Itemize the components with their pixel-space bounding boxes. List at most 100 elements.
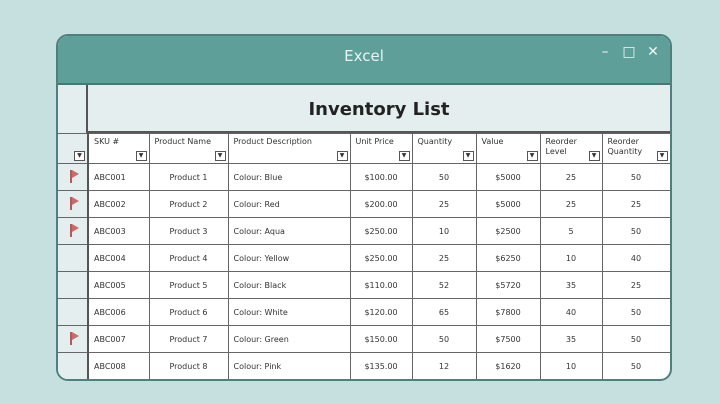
minimize-icon[interactable]: – [601, 44, 609, 60]
table-cell[interactable]: ABC008 [87, 352, 150, 379]
row-header-cell [58, 271, 89, 299]
table-cell[interactable]: $135.00 [349, 352, 413, 379]
table-cell[interactable]: Colour: Aqua [227, 217, 351, 245]
table-cell[interactable]: 10 [411, 217, 477, 245]
table-cell[interactable]: $2500 [475, 217, 541, 245]
table-cell[interactable]: Colour: Yellow [227, 244, 351, 272]
table-cell[interactable]: 50 [601, 352, 670, 379]
sheet-title: Inventory List [308, 99, 450, 120]
table-row: ABC003 Product 3 Colour: Aqua $250.00 10 $250… [58, 217, 670, 245]
table-cell[interactable]: ABC005 [87, 271, 150, 299]
filter-dropdown-icon[interactable]: ▼ [74, 151, 85, 161]
table-cell[interactable]: Product 8 [148, 352, 229, 379]
table-cell[interactable]: Colour: Green [227, 325, 351, 353]
table-cell[interactable]: 25 [539, 163, 603, 191]
inventory-table: ▼ SKU # ▼ Product Name ▼ Product Description ▼… [58, 133, 670, 379]
table-cell[interactable]: 12 [411, 352, 477, 379]
column-header: Reorder Quantity ▼ [601, 133, 670, 164]
table-cell[interactable]: 52 [411, 271, 477, 299]
row-header-cell [58, 163, 89, 191]
table-cell[interactable]: 25 [601, 190, 670, 218]
maximize-icon[interactable]: □ [622, 44, 636, 60]
table-cell[interactable]: $5000 [475, 190, 541, 218]
flag-icon [70, 331, 79, 345]
table-cell[interactable]: 25 [411, 190, 477, 218]
filter-dropdown-icon[interactable]: ▼ [336, 151, 348, 161]
table-cell[interactable]: Product 2 [148, 190, 229, 218]
filter-dropdown-icon[interactable]: ▼ [526, 151, 538, 161]
table-cell[interactable]: ABC007 [87, 325, 150, 353]
row-header-cell [58, 325, 89, 353]
table-cell[interactable]: ABC001 [87, 163, 150, 191]
close-icon[interactable]: ✕ [647, 44, 659, 60]
table-cell[interactable]: 35 [539, 271, 603, 299]
table-cell[interactable]: 50 [601, 298, 670, 326]
table-cell[interactable]: Product 6 [148, 298, 229, 326]
table-cell[interactable]: Product 1 [148, 163, 229, 191]
table-cell[interactable]: Product 5 [148, 271, 229, 299]
table-cell[interactable]: ABC004 [87, 244, 150, 272]
table-cell[interactable]: $1620 [475, 352, 541, 379]
table-row: ABC004 Product 4 Colour: Yellow $250.00 25 $6… [58, 244, 670, 272]
column-header-label: SKU # [94, 137, 120, 146]
table-cell[interactable]: 10 [539, 244, 603, 272]
table-cell[interactable]: 25 [601, 271, 670, 299]
table-cell[interactable]: Colour: Pink [227, 352, 351, 379]
table-cell[interactable]: Product 3 [148, 217, 229, 245]
table-cell[interactable]: $6250 [475, 244, 541, 272]
column-header: Reorder Level ▼ [539, 133, 603, 164]
table-row: ABC008 Product 8 Colour: Pink $135.00 12 $162… [58, 352, 670, 379]
table-cell[interactable]: $250.00 [349, 244, 413, 272]
filter-dropdown-icon[interactable]: ▼ [398, 151, 410, 161]
filter-dropdown-icon[interactable]: ▼ [656, 151, 668, 161]
table-cell[interactable]: 25 [411, 244, 477, 272]
table-cell[interactable]: 40 [601, 244, 670, 272]
table-cell[interactable]: 50 [601, 217, 670, 245]
table-cell[interactable]: $150.00 [349, 325, 413, 353]
table-cell[interactable]: ABC006 [87, 298, 150, 326]
table-cell[interactable]: $250.00 [349, 217, 413, 245]
excel-window: Excel – □ ✕ Inventory List ▼ SKU # ▼ Produc… [56, 34, 672, 381]
table-cell[interactable]: Colour: Blue [227, 163, 351, 191]
column-header: Product Description ▼ [227, 133, 351, 164]
table-cell[interactable]: $5720 [475, 271, 541, 299]
table-cell[interactable]: 50 [411, 325, 477, 353]
table-cell[interactable]: 35 [539, 325, 603, 353]
column-header-label: Unit Price [355, 137, 394, 146]
table-cell[interactable]: 65 [411, 298, 477, 326]
filter-dropdown-icon[interactable]: ▼ [135, 151, 147, 161]
table-cell[interactable]: 50 [601, 325, 670, 353]
table-cell[interactable]: Colour: White [227, 298, 351, 326]
filter-dropdown-icon[interactable]: ▼ [214, 151, 226, 161]
row-header-cell: ▼ [58, 133, 89, 164]
table-cell[interactable]: 5 [539, 217, 603, 245]
table-cell[interactable]: ABC003 [87, 217, 150, 245]
table-cell[interactable]: $120.00 [349, 298, 413, 326]
table-cell[interactable]: $100.00 [349, 163, 413, 191]
table-cell[interactable]: ABC002 [87, 190, 150, 218]
sheet-title-row: Inventory List [88, 85, 670, 133]
table-cell[interactable]: Product 4 [148, 244, 229, 272]
flag-icon [70, 223, 79, 237]
table-cell[interactable]: $7500 [475, 325, 541, 353]
table-cell[interactable]: $200.00 [349, 190, 413, 218]
row-header-cell [58, 352, 89, 379]
table-cell[interactable]: Product 7 [148, 325, 229, 353]
title-bar: Excel – □ ✕ [58, 36, 670, 85]
column-header: Product Name ▼ [148, 133, 229, 164]
row-header-cell [58, 244, 89, 272]
table-cell[interactable]: Colour: Black [227, 271, 351, 299]
table-cell[interactable]: 40 [539, 298, 603, 326]
table-cell[interactable]: 10 [539, 352, 603, 379]
table-cell[interactable]: Colour: Red [227, 190, 351, 218]
table-cell[interactable]: 25 [539, 190, 603, 218]
table-cell[interactable]: $7800 [475, 298, 541, 326]
table-row: ABC005 Product 5 Colour: Black $110.00 52 $57… [58, 271, 670, 299]
table-cell[interactable]: 50 [601, 163, 670, 191]
table-cell[interactable]: $5000 [475, 163, 541, 191]
table-cell[interactable]: 50 [411, 163, 477, 191]
table-cell[interactable]: $110.00 [349, 271, 413, 299]
filter-dropdown-icon[interactable]: ▼ [588, 151, 600, 161]
row-header-cell [58, 190, 89, 218]
filter-dropdown-icon[interactable]: ▼ [462, 151, 474, 161]
